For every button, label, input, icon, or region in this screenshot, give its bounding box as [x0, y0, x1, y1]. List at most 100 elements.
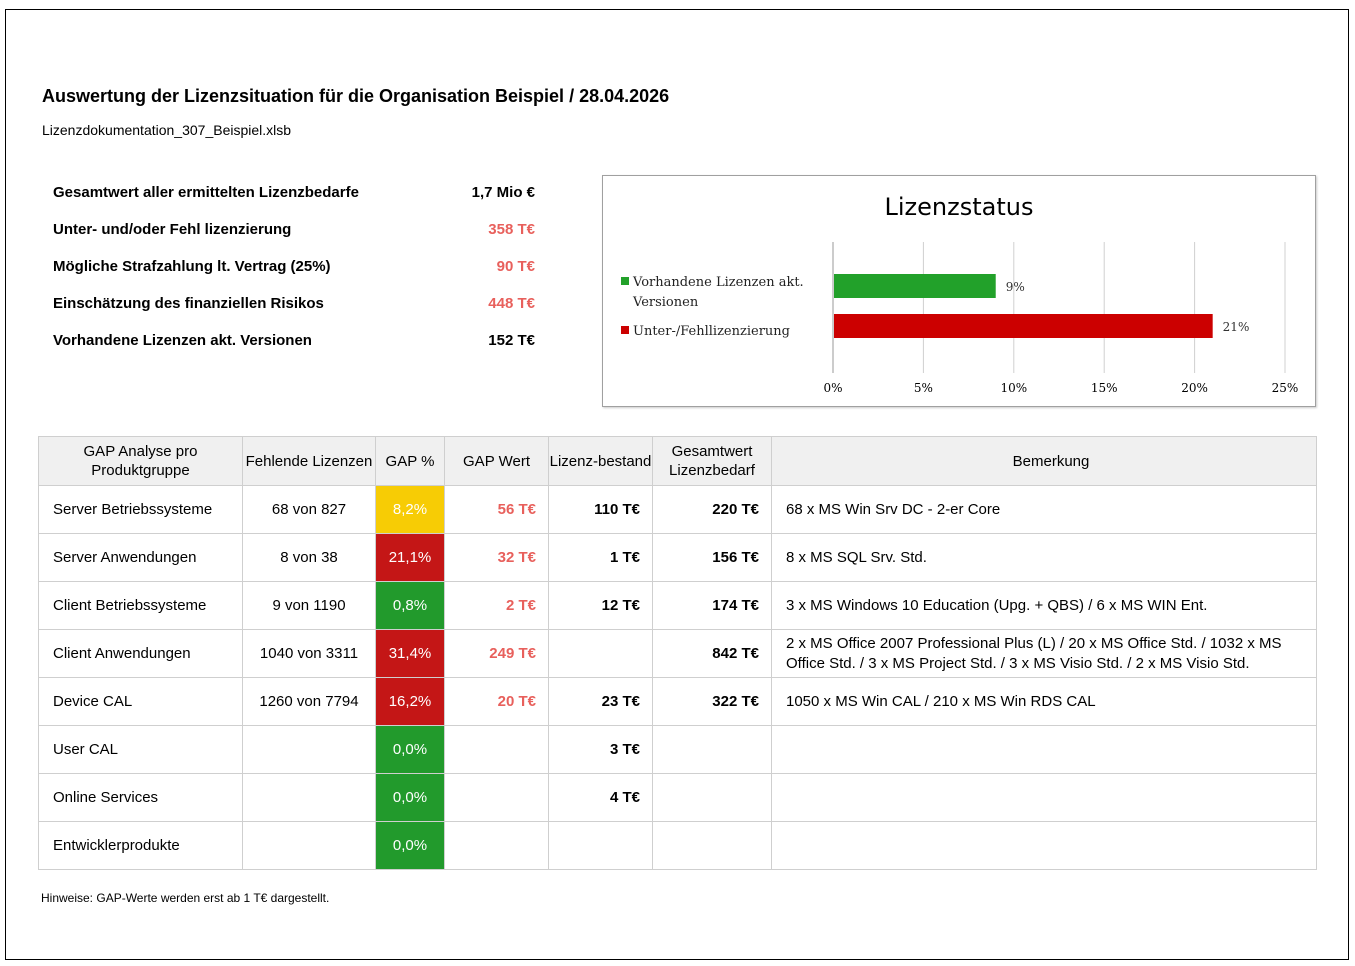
cell-missing: 1260 von 7794 [242, 677, 376, 726]
table-header-row: GAP Analyse pro Produktgruppe Fehlende L… [38, 436, 1317, 486]
cell-gap-pct: 0,8% [375, 581, 445, 630]
summary-row: Gesamtwert aller ermittelten Lizenzbedar… [53, 184, 535, 221]
cell-gap-value: 20 T€ [444, 677, 549, 726]
page-title: Auswertung der Lizenzsituation für die O… [42, 86, 670, 106]
cell-remark [771, 773, 1317, 822]
cell-group: Server Anwendungen [38, 533, 243, 582]
cell-total [652, 821, 772, 870]
cell-group: Client Anwendungen [38, 629, 243, 678]
table-row: Server Betriebssysteme 68 von 827 8,2% 56 T… [38, 485, 1317, 534]
cell-gap-value: 56 T€ [444, 485, 549, 534]
cell-stock: 23 T€ [548, 677, 653, 726]
cell-remark: 3 x MS Windows 10 Education (Upg. + QBS)… [771, 581, 1317, 630]
chart-canvas: Lizenzstatus 0% 5% 10% 15% 20% 25% 9% 21% Vorhand… [621, 193, 1299, 395]
summary-row: Vorhandene Lizenzen akt. Versionen 152 T… [53, 332, 535, 369]
header-stock: Lizenz-bestand [548, 436, 653, 486]
cell-missing: 1040 von 3311 [242, 629, 376, 678]
bar [834, 274, 996, 298]
cell-missing: 9 von 1190 [242, 581, 376, 630]
cell-stock [548, 629, 653, 678]
summary-value: 1,7 Mio € [471, 184, 535, 201]
cell-stock: 4 T€ [548, 773, 653, 822]
cell-remark: 68 x MS Win Srv DC - 2-er Core [771, 485, 1317, 534]
legend-label: Unter-/Fehllizenzierung [633, 324, 790, 339]
header-total: Gesamtwert Lizenzbedarf [652, 436, 772, 486]
table-row: Client Anwendungen 1040 von 3311 31,4% 249 … [38, 629, 1317, 678]
cell-remark: 1050 x MS Win CAL / 210 x MS Win RDS CAL [771, 677, 1317, 726]
cell-stock: 12 T€ [548, 581, 653, 630]
cell-gap-value: 249 T€ [444, 629, 549, 678]
license-status-chart: Lizenzstatus 0% 5% 10% 15% 20% 25% 9% 21% Vorhand… [602, 175, 1316, 407]
x-tick-label: 25% [1272, 381, 1299, 395]
chart-title: Lizenzstatus [885, 193, 1034, 221]
cell-group: Online Services [38, 773, 243, 822]
cell-remark [771, 725, 1317, 774]
cell-gap-pct: 0,0% [375, 773, 445, 822]
cell-group: Entwicklerprodukte [38, 821, 243, 870]
data-label: 21% [1223, 320, 1250, 334]
cell-gap-pct: 16,2% [375, 677, 445, 726]
x-tick-label: 10% [1000, 381, 1027, 395]
x-tick-label: 0% [823, 381, 842, 395]
x-tick-label: 20% [1181, 381, 1208, 395]
cell-remark: 2 x MS Office 2007 Professional Plus (L)… [771, 629, 1317, 678]
summary-block: Gesamtwert aller ermittelten Lizenzbedar… [53, 184, 535, 369]
header-gap-pct: GAP % [375, 436, 445, 486]
cell-missing [242, 773, 376, 822]
summary-label: Vorhandene Lizenzen akt. Versionen [53, 332, 312, 349]
summary-row: Unter- und/oder Fehl lizenzierung 358 T€ [53, 221, 535, 258]
cell-total: 842 T€ [652, 629, 772, 678]
gap-analysis-table: GAP Analyse pro Produktgruppe Fehlende L… [38, 436, 1317, 870]
cell-remark [771, 821, 1317, 870]
cell-total [652, 725, 772, 774]
cell-stock: 3 T€ [548, 725, 653, 774]
summary-value: 448 T€ [488, 295, 535, 312]
cell-group: User CAL [38, 725, 243, 774]
cell-gap-pct: 31,4% [375, 629, 445, 678]
page-frame [5, 9, 1349, 960]
cell-total: 156 T€ [652, 533, 772, 582]
cell-gap-value [444, 773, 549, 822]
cell-group: Client Betriebssysteme [38, 581, 243, 630]
data-label: 9% [1006, 280, 1025, 294]
x-tick-label: 15% [1091, 381, 1118, 395]
cell-gap-pct: 0,0% [375, 821, 445, 870]
summary-value: 358 T€ [488, 221, 535, 238]
cell-total [652, 773, 772, 822]
cell-total: 174 T€ [652, 581, 772, 630]
cell-total: 220 T€ [652, 485, 772, 534]
file-name: Lizenzdokumentation_307_Beispiel.xlsb [42, 122, 292, 138]
legend-marker [621, 277, 629, 285]
header-group: GAP Analyse pro Produktgruppe [38, 436, 243, 486]
cell-gap-value: 2 T€ [444, 581, 549, 630]
summary-label: Gesamtwert aller ermittelten Lizenzbedar… [53, 184, 359, 201]
cell-missing: 68 von 827 [242, 485, 376, 534]
cell-total: 322 T€ [652, 677, 772, 726]
cell-group: Device CAL [38, 677, 243, 726]
table-row: Online Services 0,0% 4 T€ [38, 773, 1317, 822]
header-gap-value: GAP Wert [444, 436, 549, 486]
summary-row: Einschätzung des finanziellen Risikos 44… [53, 295, 535, 332]
cell-stock [548, 821, 653, 870]
header-missing: Fehlende Lizenzen [242, 436, 376, 486]
cell-gap-value [444, 725, 549, 774]
table-row: Device CAL 1260 von 7794 16,2% 20 T€ 23 T€ 32… [38, 677, 1317, 726]
header-remark: Bemerkung [771, 436, 1317, 486]
cell-gap-pct: 0,0% [375, 725, 445, 774]
x-tick-label: 5% [914, 381, 933, 395]
cell-gap-value: 32 T€ [444, 533, 549, 582]
table-row: User CAL 0,0% 3 T€ [38, 725, 1317, 774]
legend-marker [621, 326, 629, 334]
bar [834, 314, 1213, 338]
summary-value: 152 T€ [488, 332, 535, 349]
cell-missing [242, 821, 376, 870]
summary-row: Mögliche Strafzahlung lt. Vertrag (25%) … [53, 258, 535, 295]
cell-stock: 1 T€ [548, 533, 653, 582]
summary-label: Mögliche Strafzahlung lt. Vertrag (25%) [53, 258, 331, 275]
summary-label: Einschätzung des finanziellen Risikos [53, 295, 324, 312]
summary-label: Unter- und/oder Fehl lizenzierung [53, 221, 292, 238]
cell-group: Server Betriebssysteme [38, 485, 243, 534]
table-row: Client Betriebssysteme 9 von 1190 0,8% 2 T€… [38, 581, 1317, 630]
cell-remark: 8 x MS SQL Srv. Std. [771, 533, 1317, 582]
legend-label: Vorhandene Lizenzen akt. Versionen [632, 275, 804, 310]
